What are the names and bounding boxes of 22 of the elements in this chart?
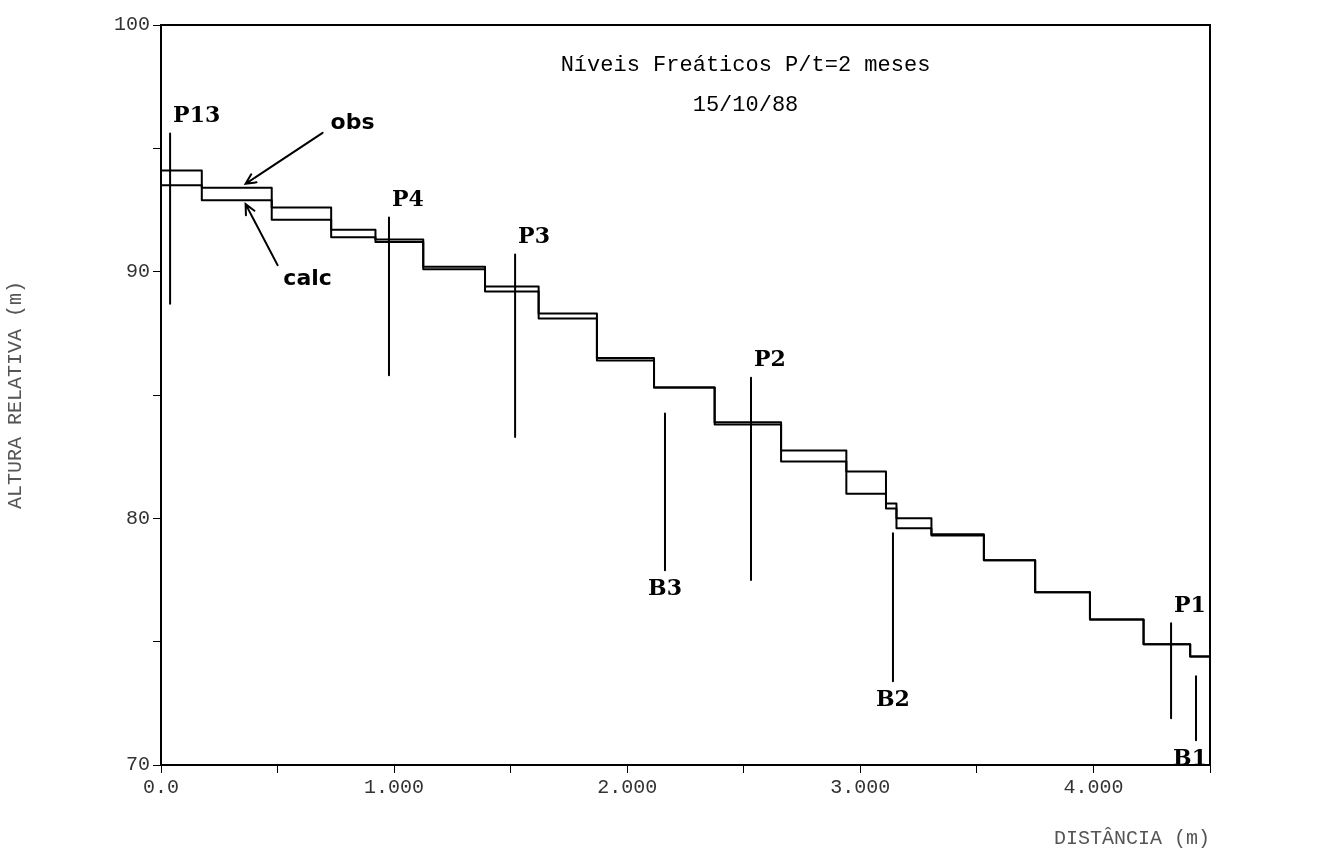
annotation: calc xyxy=(283,264,332,290)
annotation: obs xyxy=(330,108,375,134)
annotation: P4 xyxy=(391,185,424,212)
annotation: B2 xyxy=(876,684,910,711)
x-tick-label: 2.000 xyxy=(597,776,658,800)
x-tick-label: 0.0 xyxy=(142,776,180,800)
x-tick-label: 3.000 xyxy=(830,776,891,800)
y-tick-label: 70 xyxy=(125,753,150,777)
y-axis-title: ALTURA RELATIVA (m) xyxy=(4,280,28,510)
annotation: P13 xyxy=(173,101,221,128)
annotation: P1 xyxy=(1174,590,1206,617)
annotation: P2 xyxy=(754,345,786,372)
text: Níveis Freáticos P/t=2 meses xyxy=(560,52,931,78)
x-tick-label: 4.000 xyxy=(1063,776,1124,800)
x-axis-title: DISTÂNCIA (m) xyxy=(1053,827,1210,851)
x-tick-label: 1.000 xyxy=(364,776,425,800)
y-tick-label: 90 xyxy=(125,259,150,283)
y-tick-label: 80 xyxy=(125,506,150,530)
annotation: P3 xyxy=(518,222,550,249)
y-tick-label: 100 xyxy=(113,13,150,37)
annotation: B3 xyxy=(648,573,682,600)
text: 15/10/88 xyxy=(692,92,799,118)
